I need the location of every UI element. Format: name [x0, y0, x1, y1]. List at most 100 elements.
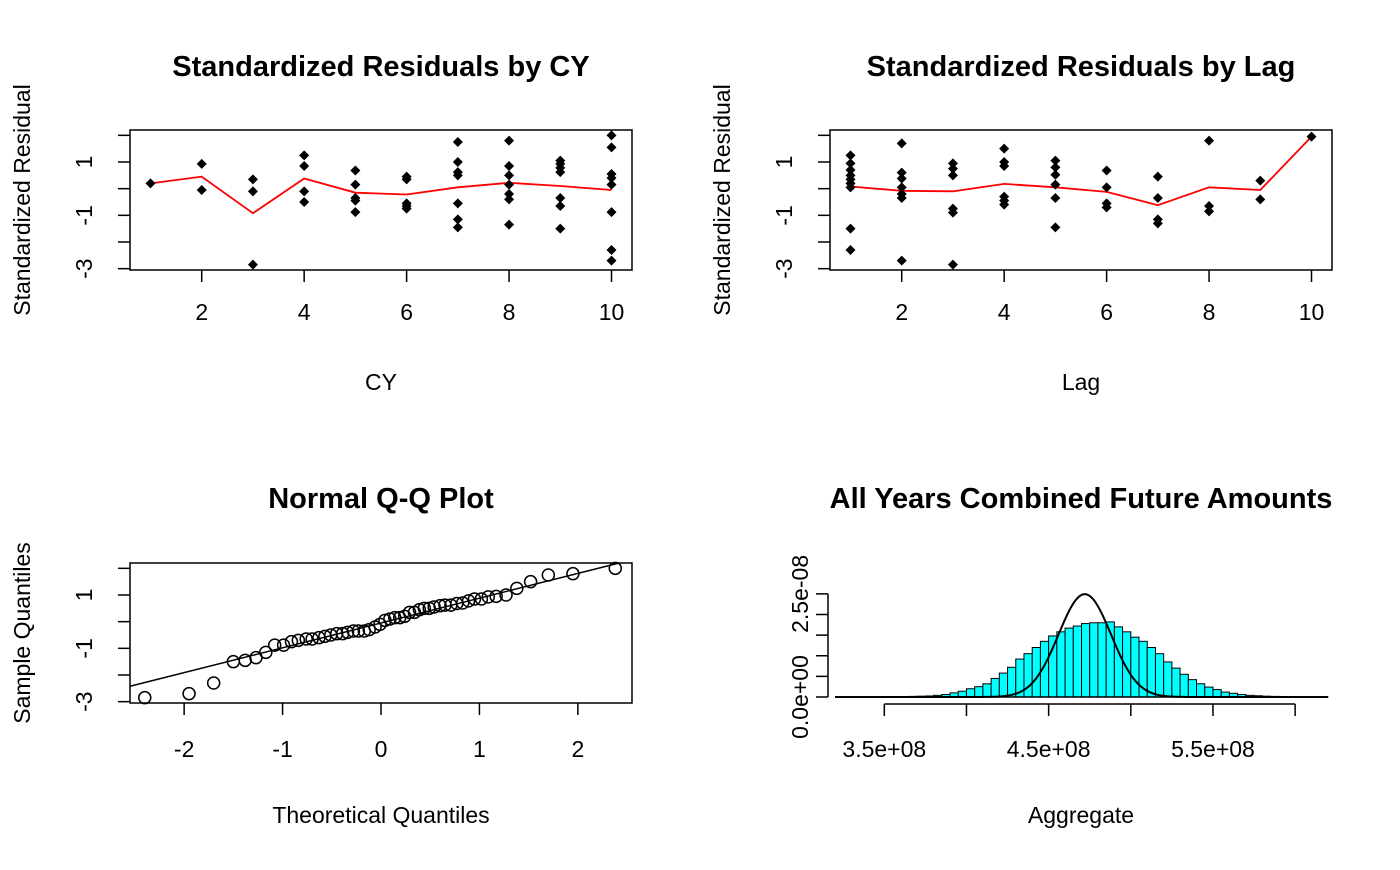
histogram-bar: [991, 678, 999, 697]
histogram-bar: [1065, 628, 1073, 697]
data-point: [1153, 193, 1163, 203]
data-point: [350, 180, 360, 190]
y-tick-label: -1: [71, 638, 97, 658]
data-point: [897, 174, 907, 184]
data-point: [145, 178, 155, 188]
data-point: [453, 137, 463, 147]
data-point: [504, 194, 514, 204]
data-point: [139, 692, 151, 704]
histogram-bar: [966, 689, 974, 697]
panel-future-amounts-histogram: All Years Combined Future Amounts Aggrega…: [787, 483, 1332, 828]
data-point: [453, 198, 463, 208]
y-tick-label: -3: [771, 258, 797, 278]
x-tick-label: 4: [998, 299, 1011, 325]
y-tick-label: -1: [771, 205, 797, 225]
x-axis-label: CY: [365, 369, 397, 395]
data-point: [607, 207, 617, 217]
chart-title: Normal Q-Q Plot: [268, 483, 494, 515]
y-axis-label: Standardized Residual: [709, 84, 735, 315]
data-point: [197, 185, 207, 195]
y-tick-label: 1: [771, 156, 797, 169]
data-point: [183, 688, 195, 700]
data-point: [607, 256, 617, 266]
data-point: [208, 677, 220, 689]
data-point: [1050, 222, 1060, 232]
data-point: [897, 138, 907, 148]
histogram-bar: [1172, 668, 1180, 697]
x-tick-label: 1: [473, 736, 486, 762]
data-point: [1102, 166, 1112, 176]
data-point: [248, 186, 258, 196]
histogram-bar: [1024, 654, 1032, 697]
histogram-bar: [1082, 624, 1090, 697]
x-tick-label: 2: [895, 299, 908, 325]
trend-line: [850, 137, 1311, 206]
histogram-bar: [1090, 623, 1098, 697]
histogram-bar: [1155, 654, 1163, 697]
data-point: [504, 220, 514, 230]
plot-frame: [130, 130, 632, 270]
data-point: [248, 260, 258, 270]
histogram-bar: [1164, 662, 1172, 697]
data-point: [555, 201, 565, 211]
y-axis-label: Standardized Residual: [9, 84, 35, 315]
histogram-bar: [1114, 627, 1122, 697]
data-point: [1255, 176, 1265, 186]
histogram-bar: [1213, 690, 1221, 697]
data-point: [845, 245, 855, 255]
x-tick-label: 8: [1203, 299, 1216, 325]
x-tick-label: 4: [298, 299, 311, 325]
x-tick-label: -1: [272, 736, 292, 762]
x-tick-label: 4.5e+08: [1007, 736, 1091, 762]
histogram-bar: [1147, 648, 1155, 698]
data-point: [239, 654, 251, 666]
data-point: [999, 144, 1009, 154]
data-point: [845, 224, 855, 234]
data-point: [278, 639, 290, 651]
data-point: [542, 569, 554, 581]
histogram-bar: [1098, 623, 1106, 697]
histogram-bar: [1188, 680, 1196, 697]
x-axis-label: Aggregate: [1028, 802, 1134, 828]
data-point: [1050, 193, 1060, 203]
histogram-bar: [1057, 632, 1065, 697]
x-tick-label: 6: [400, 299, 413, 325]
trend-line: [150, 177, 611, 214]
data-point: [1255, 194, 1265, 204]
data-point: [897, 256, 907, 266]
y-tick-label: 1: [71, 156, 97, 169]
data-point: [299, 150, 309, 160]
data-point: [607, 142, 617, 152]
data-point: [504, 180, 514, 190]
data-point: [504, 170, 514, 180]
plot-frame: [130, 563, 632, 703]
panel-residuals-by-cy: Standardized Residuals by CYCYStandardiz…: [9, 51, 632, 395]
x-tick-label: 10: [599, 299, 625, 325]
histogram-bar: [1205, 687, 1213, 697]
data-point: [197, 159, 207, 169]
y-tick-label: -3: [71, 258, 97, 278]
data-point: [1153, 172, 1163, 182]
data-point: [1204, 206, 1214, 216]
y-tick-label: 2.5e-08: [787, 555, 813, 633]
histogram-bar: [1073, 626, 1081, 697]
data-point: [453, 157, 463, 167]
x-axis-label: Theoretical Quantiles: [272, 802, 489, 828]
y-tick-label: -3: [71, 691, 97, 711]
data-point: [504, 161, 514, 171]
x-tick-label: 8: [503, 299, 516, 325]
histogram-bar: [983, 684, 991, 697]
x-tick-label: 6: [1100, 299, 1113, 325]
data-point: [607, 180, 617, 190]
histogram-bar: [1008, 667, 1016, 697]
data-point: [299, 197, 309, 207]
chart-title: All Years Combined Future Amounts: [830, 483, 1333, 515]
y-tick-label: -1: [71, 205, 97, 225]
histogram-bar: [999, 673, 1007, 697]
histogram-bar: [975, 687, 983, 697]
data-point: [299, 186, 309, 196]
data-point: [1050, 170, 1060, 180]
